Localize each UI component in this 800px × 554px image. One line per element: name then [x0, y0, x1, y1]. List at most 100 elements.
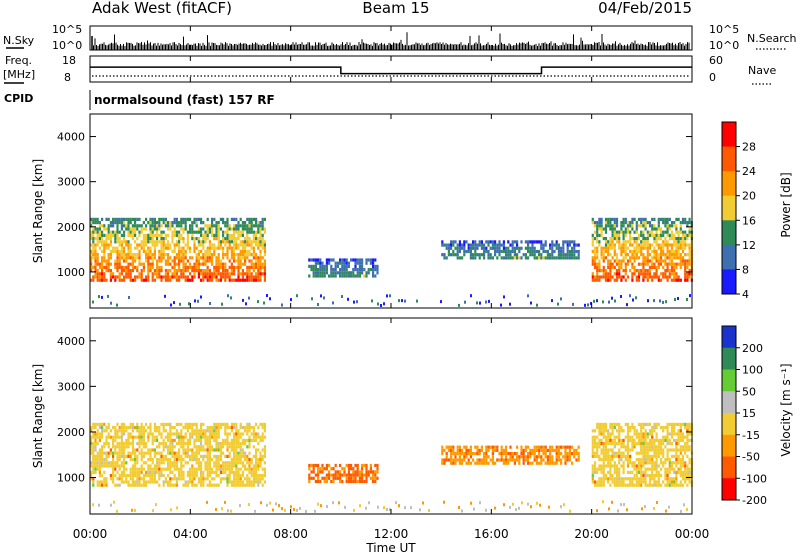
power-echo-cell — [145, 249, 148, 253]
velocity-echo-cell — [147, 458, 150, 462]
power-echo-cell — [308, 274, 311, 278]
velocity-echo-cell — [463, 455, 466, 459]
power-echo-cell — [162, 221, 165, 225]
power-echo-cell — [500, 249, 503, 254]
power-echo-cell — [591, 275, 594, 279]
power-echo-cell — [171, 265, 174, 269]
power-echo-cell — [195, 269, 198, 273]
power-ground-scatter-cell — [470, 294, 472, 298]
power-echo-cell — [673, 240, 676, 244]
power-echo-cell — [156, 237, 159, 241]
velocity-echo-cell — [204, 461, 207, 465]
power-echo-cell — [182, 221, 185, 225]
velocity-echo-cell — [153, 451, 156, 455]
velocity-echo-cell — [319, 467, 322, 471]
power-echo-cell — [668, 256, 671, 260]
power-echo-cell — [101, 272, 104, 276]
velocity-echo-cell — [538, 461, 541, 465]
power-echo-cell — [175, 221, 178, 225]
velocity-echo-cell — [321, 476, 324, 480]
power-echo-cell — [604, 256, 608, 260]
velocity-echo-cell — [169, 426, 172, 430]
power-echo-cell — [494, 243, 497, 247]
power-echo-cell — [310, 258, 313, 262]
power-echo-cell — [624, 240, 627, 244]
velocity-ground-scatter-cell — [359, 504, 361, 508]
velocity-echo-cell — [123, 448, 126, 452]
power-echo-cell — [314, 268, 317, 272]
velocity-echo-cell — [571, 461, 574, 465]
velocity-echo-cell — [125, 426, 128, 430]
power-echo-cell — [123, 217, 126, 221]
velocity-echo-cell — [167, 464, 170, 468]
power-echo-cell — [372, 268, 375, 272]
velocity-echo-cell — [546, 455, 549, 459]
velocity-echo-cell — [648, 474, 652, 478]
power-echo-cell — [244, 272, 247, 276]
power-echo-cell — [147, 253, 150, 257]
power-echo-cell — [230, 262, 233, 266]
velocity-y-tick-label: 4000 — [57, 335, 85, 348]
velocity-echo-cell — [182, 448, 185, 452]
power-echo-cell — [600, 227, 603, 231]
power-echo-cell — [633, 230, 636, 234]
velocity-echo-cell — [631, 464, 634, 468]
power-echo-cell — [206, 253, 209, 257]
power-echo-cell — [116, 262, 119, 266]
velocity-echo-cell — [637, 451, 641, 455]
power-echo-cell — [323, 264, 326, 268]
power-echo-cell — [160, 237, 163, 241]
velocity-echo-cell — [679, 467, 682, 471]
velocity-echo-cell — [107, 426, 110, 430]
power-echo-cell — [367, 268, 370, 272]
power-echo-cell — [312, 271, 315, 275]
power-echo-cell — [666, 227, 669, 231]
velocity-echo-cell — [549, 458, 552, 462]
velocity-echo-cell — [325, 467, 328, 471]
velocity-echo-cell — [246, 461, 249, 465]
power-echo-cell — [662, 275, 665, 279]
velocity-echo-cell — [241, 448, 244, 452]
velocity-echo-cell — [657, 438, 660, 442]
velocity-echo-cell — [593, 464, 597, 468]
power-echo-cell — [180, 237, 183, 241]
velocity-echo-cell — [136, 422, 139, 426]
power-echo-cell — [224, 265, 227, 269]
velocity-echo-cell — [633, 474, 636, 478]
power-echo-cell — [204, 230, 207, 234]
velocity-echo-cell — [94, 445, 97, 449]
velocity-echo-cell — [171, 464, 174, 468]
velocity-echo-cell — [600, 422, 603, 426]
velocity-echo-cell — [469, 448, 472, 452]
power-echo-cell — [153, 227, 156, 231]
velocity-echo-cell — [151, 470, 154, 474]
velocity-echo-cell — [686, 483, 689, 487]
velocity-echo-cell — [116, 442, 119, 446]
power-echo-cell — [138, 272, 141, 276]
velocity-echo-cell — [633, 442, 636, 446]
power-echo-cell — [222, 230, 225, 234]
velocity-echo-cell — [613, 445, 616, 449]
velocity-echo-cell — [206, 470, 209, 474]
velocity-echo-cell — [620, 438, 623, 442]
power-echo-cell — [604, 221, 608, 225]
power-echo-cell — [211, 272, 214, 276]
power-echo-cell — [257, 227, 260, 231]
power-echo-cell — [598, 278, 601, 282]
velocity-echo-cell — [156, 429, 159, 433]
power-echo-cell — [642, 243, 645, 247]
velocity-echo-cell — [345, 463, 348, 468]
power-echo-cell — [631, 249, 634, 253]
power-echo-cell — [182, 227, 185, 231]
power-echo-cell — [341, 258, 344, 262]
velocity-echo-cell — [235, 426, 238, 430]
velocity-echo-cell — [136, 435, 139, 439]
power-echo-cell — [109, 240, 112, 244]
power-echo-cell — [101, 269, 104, 273]
velocity-echo-cell — [222, 422, 225, 426]
velocity-echo-cell — [659, 458, 663, 462]
velocity-echo-cell — [648, 480, 652, 484]
power-echo-cell — [593, 221, 597, 225]
velocity-echo-cell — [549, 461, 552, 465]
velocity-echo-cell — [531, 448, 534, 452]
